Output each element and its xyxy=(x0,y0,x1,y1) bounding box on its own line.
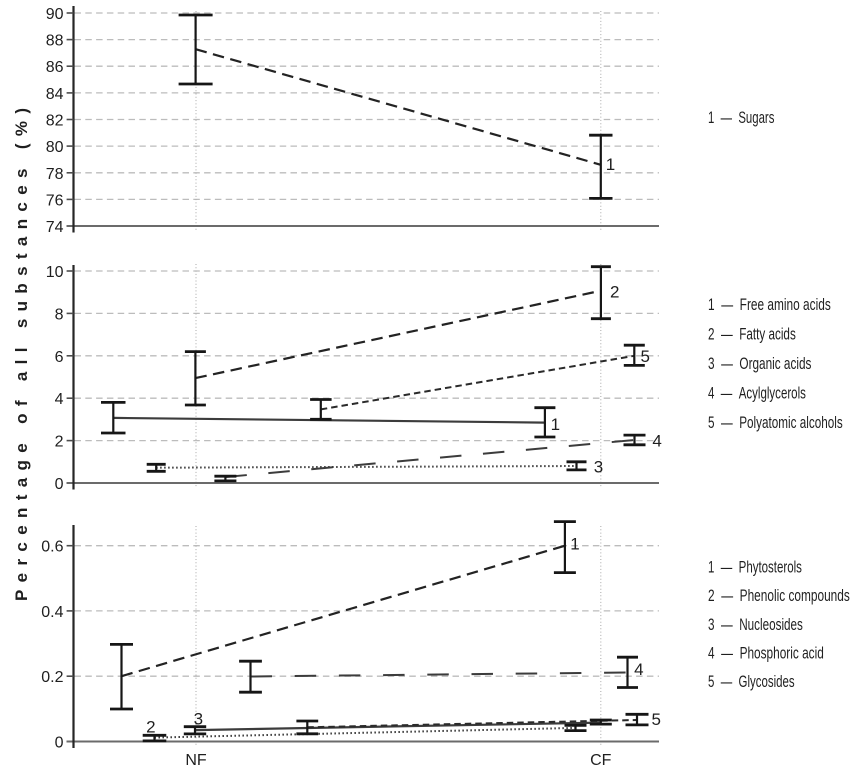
svg-text:0: 0 xyxy=(55,476,64,493)
svg-text:2: 2 xyxy=(55,434,64,451)
svg-text:2: 2 xyxy=(146,718,155,737)
svg-text:NF: NF xyxy=(185,752,207,768)
svg-text:80: 80 xyxy=(46,139,64,156)
svg-text:0.4: 0.4 xyxy=(41,604,63,621)
svg-text:10: 10 xyxy=(46,264,64,281)
svg-text:86: 86 xyxy=(46,59,64,76)
svg-text:5 — Glycosides: 5 — Glycosides xyxy=(708,672,795,691)
svg-text:78: 78 xyxy=(46,166,64,183)
svg-text:1 — Free amino acids: 1 — Free amino acids xyxy=(708,295,831,314)
svg-text:CF: CF xyxy=(590,752,612,768)
svg-text:Percentage of all substances (: Percentage of all substances (%) xyxy=(12,104,31,601)
svg-text:0: 0 xyxy=(55,735,64,752)
svg-text:4 — Acylglycerols: 4 — Acylglycerols xyxy=(708,383,806,402)
svg-text:88: 88 xyxy=(46,33,64,50)
svg-text:5 — Polyatomic alcohols: 5 — Polyatomic alcohols xyxy=(708,413,843,432)
svg-text:2: 2 xyxy=(610,283,619,302)
svg-text:2 — Phenolic compounds: 2 — Phenolic compounds xyxy=(708,586,850,605)
svg-text:1 — Sugars: 1 — Sugars xyxy=(708,108,774,127)
svg-text:5: 5 xyxy=(640,347,649,366)
svg-text:6: 6 xyxy=(55,349,64,366)
svg-text:3 — Organic acids: 3 — Organic acids xyxy=(708,354,811,373)
svg-text:0.6: 0.6 xyxy=(41,539,63,556)
svg-text:1: 1 xyxy=(606,155,615,174)
svg-text:4 — Phosphoric acid: 4 — Phosphoric acid xyxy=(708,644,824,663)
svg-text:1: 1 xyxy=(551,415,560,434)
svg-text:4: 4 xyxy=(55,391,64,408)
svg-text:4: 4 xyxy=(634,660,643,679)
svg-text:82: 82 xyxy=(46,113,64,130)
svg-text:3: 3 xyxy=(594,458,603,477)
svg-text:84: 84 xyxy=(46,86,64,103)
svg-text:4: 4 xyxy=(652,432,661,451)
svg-text:2 — Fatty acids: 2 — Fatty acids xyxy=(708,325,796,344)
svg-text:1: 1 xyxy=(570,535,579,554)
svg-text:1 — Phytosterols: 1 — Phytosterols xyxy=(708,558,802,577)
svg-text:3: 3 xyxy=(194,710,203,729)
svg-text:0.2: 0.2 xyxy=(41,669,63,686)
svg-text:5: 5 xyxy=(651,710,660,729)
svg-text:74: 74 xyxy=(46,219,64,236)
svg-text:3 — Nucleosides: 3 — Nucleosides xyxy=(708,615,803,634)
svg-text:76: 76 xyxy=(46,192,64,209)
svg-text:8: 8 xyxy=(55,306,64,323)
svg-text:90: 90 xyxy=(46,6,64,23)
